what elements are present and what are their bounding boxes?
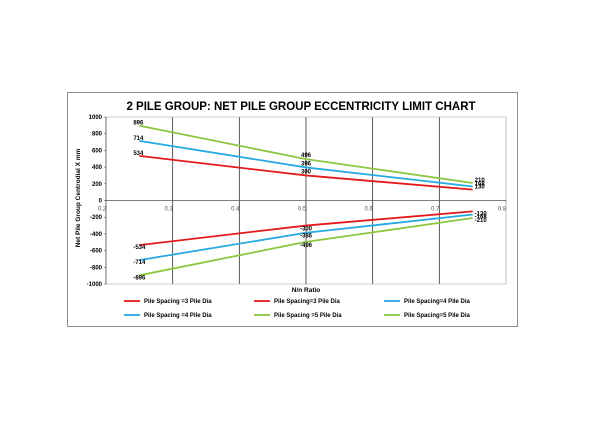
axis-layer: 1000 800 600 400 200 0 -200 -400 -600 -800 -1000 0.… [87,115,507,288]
data-label: 896 [133,121,144,127]
data-label: -496 [300,243,313,249]
legend-entry-label: Pile Spacing =4 Pile Dia [144,313,212,319]
data-label: -534 [133,245,146,251]
y-tick-label: 0 [99,199,103,205]
data-label: 534 [133,151,144,157]
legend-entry-label: Pile Spacing =5 Pile Dia [274,313,342,319]
data-label: -168 [475,215,488,221]
x-axis-title: N/n Ratio [292,287,321,294]
chart-frame: 2 PILE GROUP: NET PILE GROUP ECCENTRICIT… [67,92,518,327]
data-label: 396 [301,161,312,167]
y-tick-label: 800 [92,132,103,138]
y-tick-label: -600 [90,249,103,255]
series-layer [139,124,473,277]
y-tick-label: -400 [90,232,103,238]
data-label: 300 [301,169,312,175]
series-line-1 [139,155,473,191]
x-tick-label: 0.5 [298,207,307,213]
x-tick-label: 0.7 [431,207,440,213]
data-label: 496 [301,153,312,159]
data-label: -714 [133,260,146,266]
data-label: 714 [133,136,144,142]
x-tick-label: 0.2 [98,207,107,213]
data-label: 130 [475,185,486,191]
y-tick-label: -200 [90,215,103,221]
legend-entry-label: Pile Spacing =3 Pile Dia [144,299,212,305]
x-tick-label: 0.6 [364,207,373,213]
data-label: -896 [133,275,146,281]
data-label: 210 [475,178,486,184]
y-axis-title: Net Pile Group Centrodial X mm [75,148,82,247]
data-label: -210 [475,218,488,224]
series-line-4 [139,213,473,262]
y-tick-label: 600 [92,148,103,154]
data-label: 168 [475,181,486,187]
y-tick-label: 1000 [89,115,103,121]
y-tick-label: 200 [92,182,103,188]
y-tick-label: -800 [90,265,103,271]
data-label: -386 [300,234,313,240]
y-tick-label: -1000 [87,282,103,288]
legend-entry-label: Pile Spacing=3 Pile Dia [274,299,341,305]
series-line-3 [139,139,473,188]
chart-title: 2 PILE GROUP: NET PILE GROUP ECCENTRICIT… [126,101,475,113]
y-tick-label: 400 [92,165,103,171]
series-line-5 [139,124,473,184]
x-tick-label: 0.8 [498,207,507,213]
legend: Pile Spacing =3 Pile Dia Pile Spacing=3 P… [124,299,471,319]
data-label: -300 [300,227,313,233]
legend-entry-label: Pile Spacing=4 Pile Dia [404,299,471,305]
x-tick-label: 0.3 [164,207,173,213]
series-line-2 [139,210,473,246]
chart-svg: 2 PILE GROUP: NET PILE GROUP ECCENTRICIT… [75,101,507,319]
data-label: -130 [475,211,488,217]
legend-entry-label: Pile Spacing=5 Pile Dia [404,313,471,319]
series-line-6 [139,217,473,277]
x-tick-label: 0.4 [231,207,240,213]
